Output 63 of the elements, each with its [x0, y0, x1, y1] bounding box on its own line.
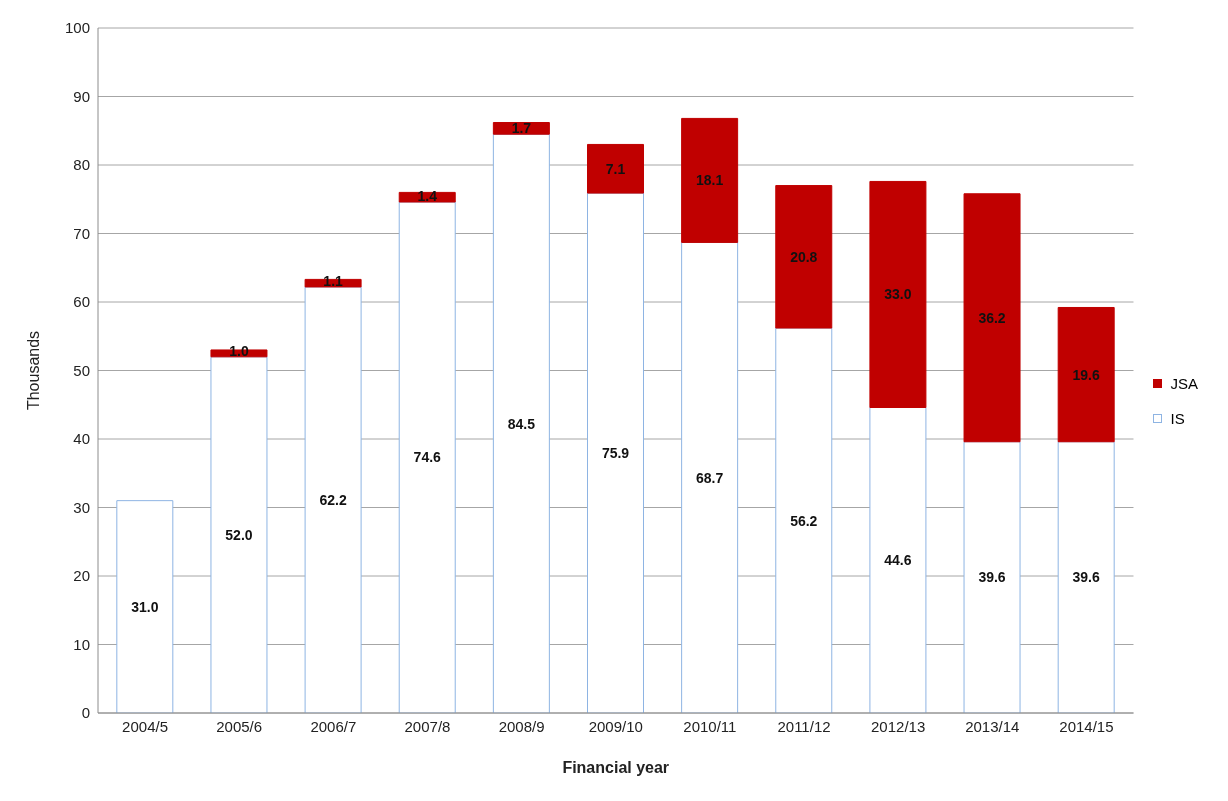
bar	[492, 133, 550, 713]
bar	[963, 441, 1021, 713]
x-tick-label: 2014/15	[1059, 717, 1114, 735]
data-label: 39.6	[978, 569, 1006, 586]
bar	[775, 185, 833, 329]
y-tick-label: 100	[64, 19, 90, 37]
legend-label: JSA	[1170, 374, 1198, 392]
y-tick-label: 70	[73, 224, 90, 242]
x-tick-label: 2013/14	[965, 717, 1020, 735]
data-label: 1.4	[417, 187, 438, 204]
x-tick-label: 2008/9	[498, 717, 545, 735]
y-tick-label: 20	[73, 567, 90, 585]
x-tick-label: 2012/13	[871, 717, 926, 735]
bar	[869, 180, 927, 408]
y-axis-title: Thousands	[24, 330, 42, 411]
data-label: 62.2	[319, 491, 347, 508]
bar	[210, 356, 268, 713]
data-label: 31.0	[131, 598, 159, 615]
x-tick-label: 2005/6	[216, 717, 263, 735]
bar	[587, 143, 644, 194]
y-tick-label: 90	[73, 87, 90, 105]
data-label: 84.5	[507, 415, 536, 432]
data-label: 36.2	[978, 309, 1006, 326]
bar	[492, 122, 550, 135]
bar	[869, 406, 927, 713]
data-label: 68.7	[696, 469, 724, 486]
data-label: 52.0	[225, 526, 253, 543]
x-tick-label: 2007/8	[404, 717, 451, 735]
x-tick-label: 2006/7	[310, 717, 357, 735]
y-tick-label: 60	[73, 293, 90, 311]
x-axis-title: Financial year	[562, 759, 670, 776]
bar	[1057, 441, 1115, 713]
data-label: 56.2	[790, 512, 818, 529]
bar	[1057, 306, 1115, 443]
x-tick-label: 2004/5	[122, 717, 169, 735]
data-label: 75.9	[601, 445, 630, 462]
data-label: 33.0	[884, 286, 912, 303]
bar	[681, 117, 739, 243]
data-label: 74.6	[413, 449, 442, 466]
y-tick-label: 30	[73, 498, 90, 516]
data-label: 44.6	[884, 552, 912, 569]
y-tick-label: 0	[81, 704, 90, 722]
bar	[775, 327, 833, 713]
data-label: 1.7	[511, 120, 532, 137]
data-label: 18.1	[696, 172, 724, 189]
bar	[304, 286, 362, 713]
x-tick-label: 2011/12	[777, 717, 831, 735]
data-label: 20.8	[790, 248, 818, 265]
x-tick-label: 2010/11	[683, 717, 737, 735]
bar	[963, 193, 1021, 443]
y-tick-label: 40	[73, 430, 90, 448]
data-label: 19.6	[1072, 366, 1101, 383]
y-tick-label: 10	[73, 635, 90, 653]
bar	[681, 241, 739, 713]
legend-label: IS	[1170, 409, 1185, 427]
bar	[587, 192, 644, 713]
y-tick-label: 80	[73, 156, 90, 174]
bar	[116, 500, 174, 713]
data-label: 7.1	[605, 160, 626, 177]
data-label: 39.6	[1072, 569, 1101, 586]
y-tick-label: 50	[73, 361, 90, 379]
bar	[398, 201, 456, 713]
x-tick-label: 2009/10	[588, 717, 643, 735]
